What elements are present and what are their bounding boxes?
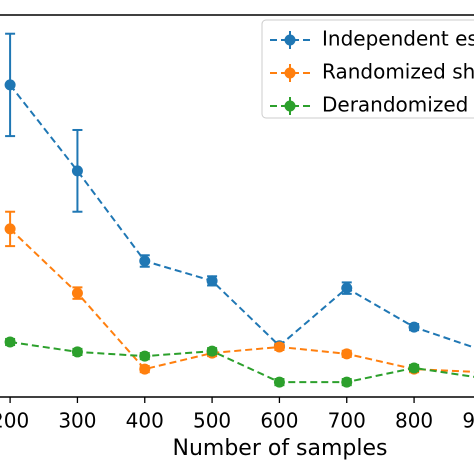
x-tick-label: 800	[395, 409, 433, 433]
point	[139, 255, 151, 267]
legend-label: Randomized sh	[322, 60, 474, 84]
point	[71, 165, 83, 177]
point	[139, 350, 151, 362]
legend-marker	[284, 100, 296, 112]
series-line	[9, 341, 474, 384]
legend-box	[261, 19, 474, 119]
point	[341, 348, 353, 360]
legend-marker	[284, 67, 296, 79]
point	[4, 223, 16, 235]
point	[341, 282, 353, 294]
x-axis-label: Number of samples	[172, 436, 387, 461]
point	[139, 363, 151, 375]
legend-label: Independent es	[322, 27, 474, 51]
point	[408, 362, 420, 374]
x-tick-label: 900	[462, 409, 474, 433]
point	[273, 376, 285, 388]
point	[341, 376, 353, 388]
point	[273, 341, 285, 353]
series-line	[9, 228, 474, 373]
legend-label: Derandomized	[322, 93, 468, 117]
x-tick-label: 500	[193, 409, 231, 433]
x-tick-label: 700	[328, 409, 366, 433]
point	[4, 79, 16, 91]
point	[71, 346, 83, 358]
series-line	[9, 84, 474, 349]
point	[408, 321, 420, 333]
x-tick-label: 400	[126, 409, 164, 433]
point	[206, 275, 218, 287]
legend-marker	[284, 34, 296, 46]
x-tick-label: 300	[58, 409, 96, 433]
x-tick-label: 600	[260, 409, 298, 433]
point	[71, 287, 83, 299]
point	[206, 345, 218, 357]
x-tick-label: 200	[0, 409, 29, 433]
point	[4, 336, 16, 348]
